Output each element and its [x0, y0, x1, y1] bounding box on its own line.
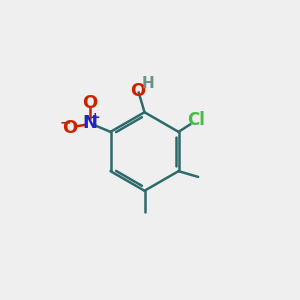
Text: H: H	[142, 76, 154, 91]
Text: −: −	[59, 116, 71, 129]
Text: O: O	[62, 119, 78, 137]
Text: O: O	[130, 82, 145, 100]
Text: +: +	[89, 111, 100, 124]
Text: Cl: Cl	[187, 111, 205, 129]
Text: N: N	[82, 114, 97, 132]
Text: O: O	[82, 94, 97, 112]
